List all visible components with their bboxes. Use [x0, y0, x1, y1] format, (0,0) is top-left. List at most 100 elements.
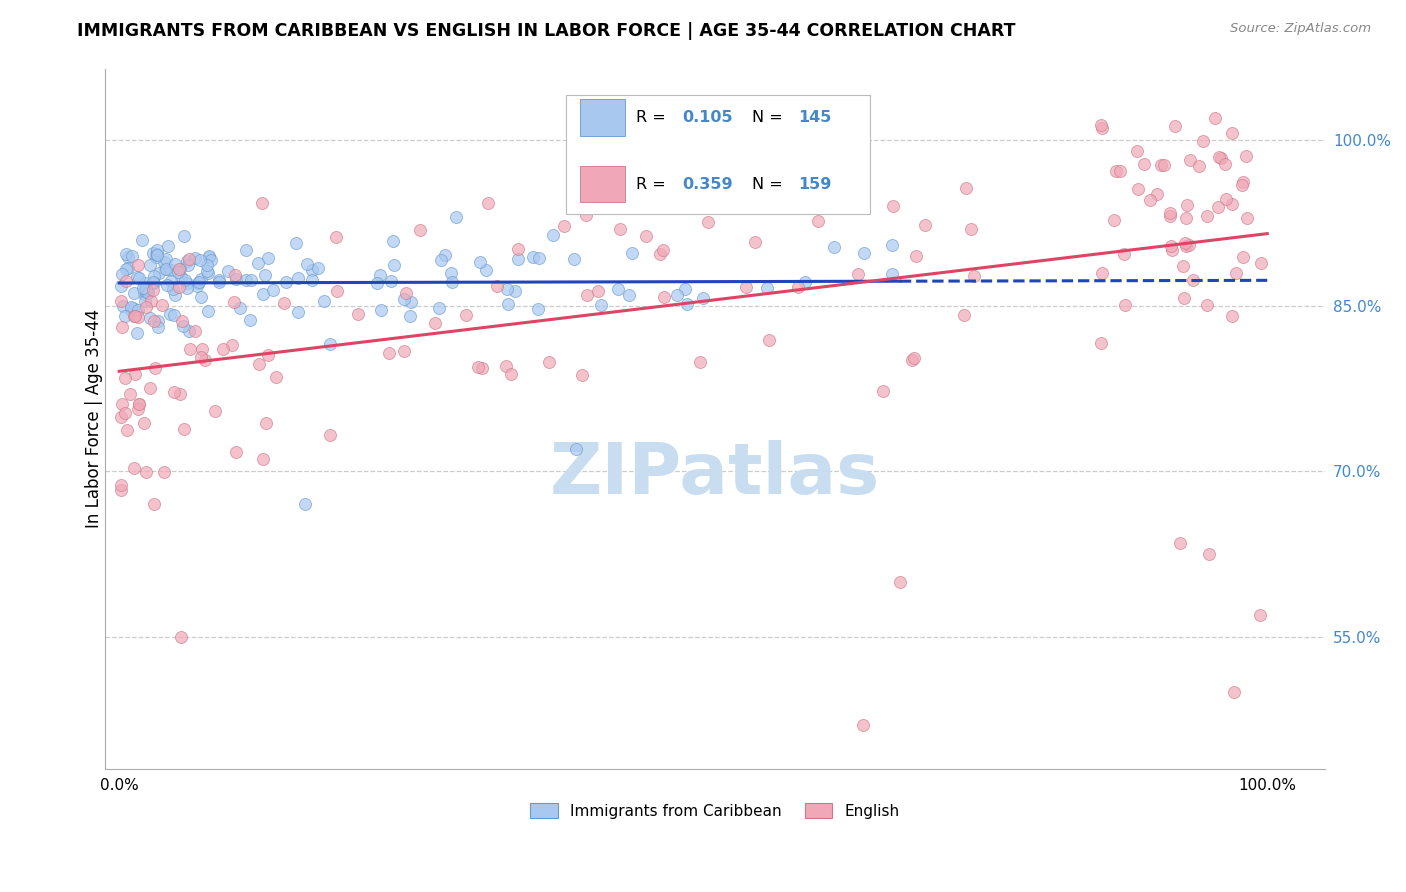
Point	[1153, 158, 1175, 172]
Point	[575, 209, 598, 223]
Point	[110, 483, 132, 497]
Point	[651, 243, 673, 257]
Point	[1171, 259, 1194, 273]
Point	[120, 300, 142, 314]
Point	[527, 301, 550, 316]
Point	[1204, 111, 1226, 125]
Point	[250, 195, 273, 210]
Point	[176, 281, 198, 295]
Point	[204, 404, 226, 418]
Point	[247, 357, 270, 371]
Point	[1112, 247, 1135, 261]
Point	[153, 465, 176, 479]
Point	[157, 239, 180, 253]
Point	[224, 268, 246, 283]
Point	[169, 386, 191, 401]
Point	[128, 271, 150, 285]
Point	[208, 272, 231, 286]
FancyBboxPatch shape	[579, 99, 624, 136]
Point	[295, 257, 318, 271]
Point	[121, 249, 143, 263]
Point	[135, 465, 157, 479]
Point	[853, 246, 876, 260]
Point	[1195, 209, 1218, 223]
Point	[124, 461, 146, 475]
Point	[1195, 297, 1218, 311]
Point	[114, 309, 136, 323]
Point	[256, 348, 278, 362]
Point	[301, 273, 323, 287]
Point	[1215, 192, 1237, 206]
Point	[1222, 685, 1244, 699]
Point	[537, 355, 560, 369]
Point	[314, 293, 336, 308]
Text: N =: N =	[752, 110, 787, 125]
Point	[176, 254, 198, 268]
Point	[382, 235, 405, 249]
Point	[148, 314, 170, 328]
Point	[117, 260, 139, 275]
Point	[758, 333, 780, 347]
Point	[914, 218, 936, 232]
Point	[190, 290, 212, 304]
Point	[1188, 159, 1211, 173]
Point	[166, 265, 188, 279]
Point	[307, 261, 329, 276]
Text: 0.105: 0.105	[682, 110, 733, 125]
Point	[179, 252, 201, 266]
Point	[606, 282, 628, 296]
Point	[441, 275, 464, 289]
Point	[170, 314, 193, 328]
Point	[676, 297, 699, 311]
Point	[1159, 206, 1181, 220]
Point	[1178, 238, 1201, 252]
Point	[541, 228, 564, 243]
Point	[225, 445, 247, 459]
Point	[508, 242, 530, 256]
Point	[194, 353, 217, 368]
Point	[197, 266, 219, 280]
Point	[145, 247, 167, 261]
Point	[257, 251, 280, 265]
Point	[155, 261, 177, 276]
Point	[111, 268, 134, 282]
Point	[1250, 256, 1272, 270]
Text: N =: N =	[752, 177, 787, 192]
Point	[503, 284, 526, 298]
Point	[571, 368, 593, 383]
Point	[1126, 144, 1149, 158]
Point	[177, 259, 200, 273]
Point	[380, 274, 402, 288]
Point	[1211, 151, 1233, 165]
Point	[882, 199, 904, 213]
Point	[235, 273, 257, 287]
Point	[1232, 250, 1254, 264]
Point	[162, 282, 184, 296]
Point	[1126, 181, 1149, 195]
Point	[188, 253, 211, 268]
Point	[285, 235, 308, 250]
Point	[423, 316, 446, 330]
Point	[190, 271, 212, 285]
Point	[495, 359, 517, 373]
Point	[128, 396, 150, 410]
Point	[172, 319, 194, 334]
Point	[470, 255, 492, 269]
Point	[142, 283, 165, 297]
Point	[177, 325, 200, 339]
Point	[697, 215, 720, 229]
Point	[496, 297, 519, 311]
Point	[1215, 157, 1237, 171]
Point	[1208, 200, 1230, 214]
Text: 159: 159	[799, 177, 831, 192]
Point	[1090, 335, 1112, 350]
Point	[124, 309, 146, 323]
Point	[146, 243, 169, 257]
Point	[1192, 134, 1215, 148]
Point	[609, 222, 631, 236]
Point	[634, 228, 657, 243]
Point	[165, 288, 187, 302]
Point	[394, 292, 416, 306]
Point	[156, 278, 179, 293]
Point	[1150, 157, 1173, 171]
